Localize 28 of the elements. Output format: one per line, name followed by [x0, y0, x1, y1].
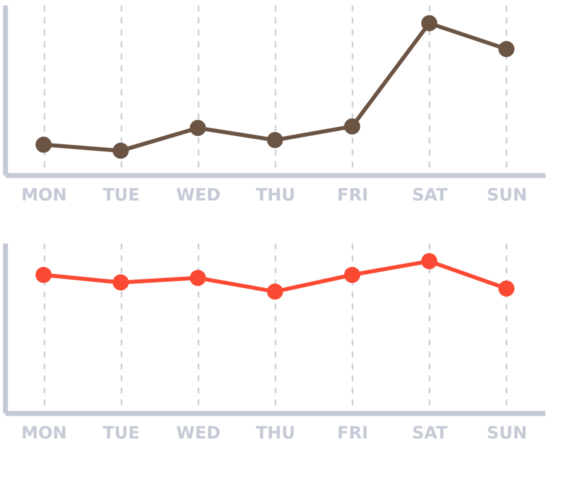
- point: [112, 142, 129, 159]
- x-tick-label: SUN: [486, 186, 528, 206]
- point: [266, 132, 284, 148]
- x-tick-label: WED: [176, 424, 221, 444]
- point: [266, 284, 284, 300]
- point: [112, 274, 129, 291]
- x-tick-label: THU: [256, 424, 296, 444]
- x-tick-label: TUE: [102, 186, 140, 206]
- point: [498, 40, 514, 58]
- point: [344, 266, 360, 283]
- point: [344, 118, 360, 134]
- x-tick-label: THU: [256, 186, 296, 206]
- point: [421, 253, 438, 270]
- x-tick-label: WED: [176, 186, 221, 206]
- point: [190, 270, 206, 286]
- x-tick-label: MON: [21, 424, 67, 444]
- x-tick-label: TUE: [102, 424, 140, 444]
- point: [36, 266, 52, 283]
- point: [36, 136, 52, 153]
- point: [190, 120, 206, 136]
- x-tick-label: SAT: [412, 424, 448, 444]
- x-tick-label: MON: [21, 186, 67, 206]
- point: [421, 15, 438, 32]
- x-tick-label: SUN: [486, 424, 528, 444]
- x-tick-label: FRI: [337, 424, 368, 444]
- x-tick-label: SAT: [412, 186, 448, 206]
- point: [498, 280, 514, 297]
- x-tick-label: FRI: [337, 186, 368, 206]
